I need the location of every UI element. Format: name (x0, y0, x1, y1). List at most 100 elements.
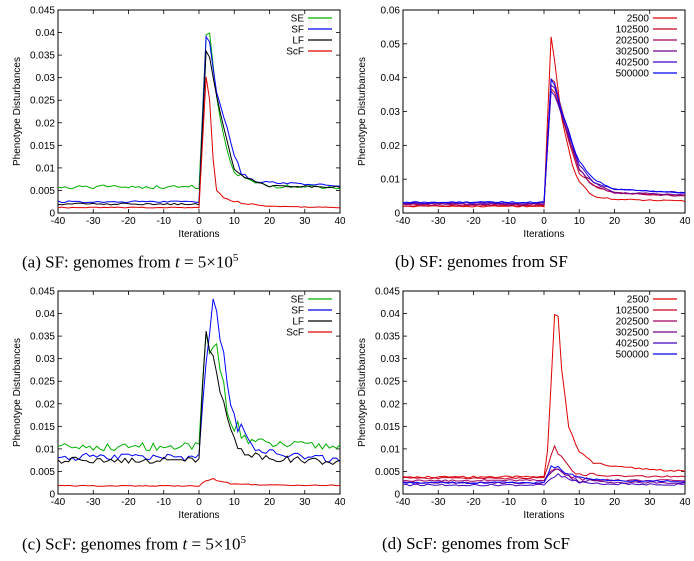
legend-label: 302500 (616, 328, 650, 339)
y-tick-label: 0.01 (36, 163, 56, 174)
x-tick-label: 20 (609, 216, 621, 227)
series-line-102500 (403, 444, 685, 480)
series-line-302500 (403, 84, 685, 206)
x-tick-label: -30 (86, 497, 101, 508)
legend-label: 2500 (627, 295, 650, 306)
chart-panel-b: 0 0.01 0.02 0.03 0.04 0.05 0.06 -40 -30 -20 -10 0 10… (345, 0, 690, 241)
x-tick-label: -40 (51, 497, 66, 508)
y-tick-label: 0.04 (36, 309, 56, 320)
caption-b: (b) SF: genomes from SF (395, 252, 568, 272)
y-tick-label: 0.045 (30, 287, 55, 298)
y-tick-label: 0.035 (375, 332, 400, 343)
caption-a-exp: 5 (232, 252, 239, 264)
x-tick-label: 30 (299, 216, 311, 227)
x-tick-label: 30 (644, 216, 656, 227)
x-tick-label: -10 (502, 216, 517, 227)
x-tick-label: 10 (574, 497, 586, 508)
series-line-102500 (403, 87, 685, 207)
series-line-402500 (403, 473, 685, 487)
legend-label: ScF (286, 328, 304, 339)
caption-a: (a) SF: genomes from t = 5×105 (22, 252, 238, 273)
series-line-402500 (403, 89, 685, 205)
x-tick-label: 40 (679, 216, 690, 227)
x-tick-label: 0 (541, 497, 547, 508)
legend-label: 500000 (616, 350, 650, 361)
caption-b-text: (b) SF: genomes from SF (395, 252, 568, 271)
y-tick-label: 0.04 (36, 28, 56, 39)
y-tick-label: 0.02 (36, 399, 56, 410)
x-tick-label: -20 (121, 497, 136, 508)
y-tick-label: 0.06 (381, 6, 401, 17)
y-tick-label: 0.005 (375, 467, 400, 478)
caption-c-prefix: (c) ScF: genomes from (22, 534, 183, 554)
x-tick-label: -10 (502, 497, 517, 508)
x-tick-label: 40 (334, 216, 345, 227)
legend-label: SF (291, 306, 304, 317)
legend-label: LF (292, 317, 304, 328)
chart-panel-a: 0 0.005 0.01 0.015 0.02 0.025 0.03 0.035 0.04 0.0… (0, 0, 345, 241)
series-line-202500 (403, 468, 685, 482)
x-tick-label: 30 (299, 497, 311, 508)
chart-d: 0 0.005 0.01 0.015 0.02 0.025 0.03 0.035 0.04 0.0… (357, 287, 690, 522)
y-tick-label: 0.035 (30, 51, 55, 62)
caption-d: (d) ScF: genomes from ScF (382, 534, 570, 554)
x-tick-label: 0 (196, 216, 202, 227)
y-tick-label: 0.015 (30, 422, 55, 433)
y-tick-label: 0.03 (36, 354, 56, 365)
y-tick-label: 0.01 (381, 444, 401, 455)
legend-label: SE (291, 295, 305, 306)
legend-label: 2500 (627, 14, 650, 25)
legend-label: ScF (286, 47, 304, 58)
caption-c-eq: = 5×10 (187, 534, 241, 554)
y-tick-label: 0.02 (381, 141, 401, 152)
x-tick-label: -40 (51, 216, 66, 227)
chart-panel-c: 0 0.005 0.01 0.015 0.02 0.025 0.03 0.035 0.04 0.0… (0, 281, 345, 522)
y-axis-label: Phenotype Disturbances (357, 338, 368, 447)
y-tick-label: 0.01 (381, 175, 401, 186)
y-tick-label: 0 (49, 209, 55, 220)
legend-label: 102500 (616, 25, 650, 36)
x-tick-label: -20 (466, 216, 481, 227)
x-tick-label: -30 (86, 216, 101, 227)
caption-a-var: t (174, 252, 180, 272)
chart-a: 0 0.005 0.01 0.015 0.02 0.025 0.03 0.035 0.04 0.0… (12, 6, 345, 241)
y-axis-label: Phenotype Disturbances (12, 338, 23, 447)
x-tick-label: 20 (264, 216, 276, 227)
series-line-se (58, 332, 340, 452)
legend-label: 302500 (616, 47, 650, 58)
series-line-500000 (403, 78, 685, 204)
x-tick-label: 10 (229, 497, 241, 508)
legend-label: 500000 (616, 69, 650, 80)
legend-label: SF (291, 25, 304, 36)
y-tick-label: 0.01 (36, 444, 56, 455)
y-tick-label: 0.045 (30, 6, 55, 17)
x-tick-label: -40 (396, 497, 411, 508)
y-tick-label: 0.015 (30, 141, 55, 152)
y-tick-label: 0.005 (30, 467, 55, 478)
y-tick-label: 0.045 (375, 287, 400, 298)
x-tick-label: 40 (679, 497, 690, 508)
y-tick-label: 0.025 (30, 96, 55, 107)
caption-c: (c) ScF: genomes from t = 5×105 (22, 534, 246, 555)
y-tick-label: 0.025 (375, 377, 400, 388)
y-tick-label: 0 (394, 209, 400, 220)
x-tick-label: 30 (644, 497, 656, 508)
x-tick-label: -40 (396, 216, 411, 227)
y-tick-label: 0.04 (381, 309, 401, 320)
legend-label: LF (292, 36, 304, 47)
series-line-202500 (403, 77, 685, 206)
chart-b: 0 0.01 0.02 0.03 0.04 0.05 0.06 -40 -30 -20 -10 0 10… (357, 6, 690, 241)
legend-label: 102500 (616, 306, 650, 317)
y-tick-label: 0.03 (36, 73, 56, 84)
x-tick-label: -30 (431, 497, 446, 508)
y-axis-label: Phenotype Disturbances (12, 57, 23, 166)
y-tick-label: 0.025 (30, 377, 55, 388)
y-axis-label: Phenotype Disturbances (357, 57, 368, 166)
y-tick-label: 0.03 (381, 354, 401, 365)
x-axis-label: Iterations (178, 229, 219, 240)
x-tick-label: 10 (229, 216, 241, 227)
series-line-2500 (403, 36, 685, 208)
x-tick-label: 10 (574, 216, 586, 227)
y-tick-label: 0.015 (375, 422, 400, 433)
caption-a-prefix: (a) SF: genomes from (22, 252, 175, 272)
